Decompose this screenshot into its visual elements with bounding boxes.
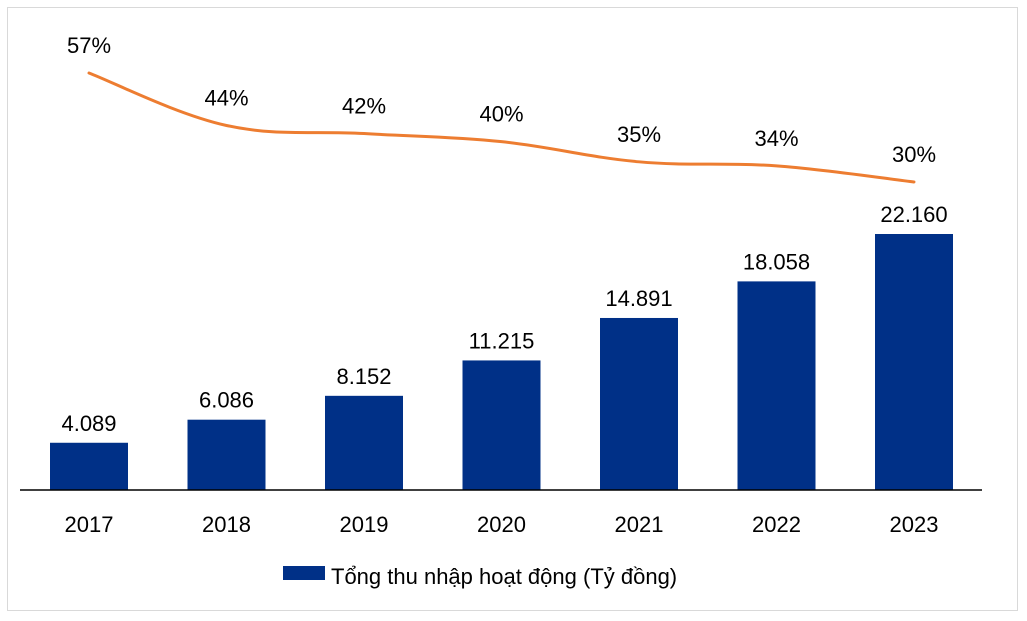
ratio-line-series xyxy=(87,71,916,184)
bar-value-label-2023: 22.160 xyxy=(880,202,947,227)
legend-swatch-bar xyxy=(283,566,325,580)
line-value-label-2021: 35% xyxy=(617,122,661,147)
bar-value-label-2021: 14.891 xyxy=(605,286,672,311)
bar-series xyxy=(50,234,953,490)
bar-2023 xyxy=(875,234,953,490)
line-value-label-2020: 40% xyxy=(479,102,523,127)
line-value-label-2019: 42% xyxy=(342,94,386,119)
x-tick-label-2021: 2021 xyxy=(615,512,664,537)
x-tick-label-2022: 2022 xyxy=(752,512,801,537)
x-tick-label-2023: 2023 xyxy=(890,512,939,537)
bar-value-label-2022: 18.058 xyxy=(743,249,810,274)
bar-2020 xyxy=(462,360,541,490)
line-value-label-2022: 34% xyxy=(754,126,798,151)
line-value-label-2017: 57% xyxy=(67,33,111,58)
bar-value-label-2017: 4.089 xyxy=(61,411,116,436)
x-tick-labels: 2017 2018 2019 2020 2021 2022 2023 xyxy=(65,512,939,537)
bar-2019 xyxy=(325,395,403,490)
legend: Tổng thu nhập hoạt động (Tỷ đồng) xyxy=(283,564,677,589)
legend-label: Tổng thu nhập hoạt động (Tỷ đồng) xyxy=(331,564,677,589)
bar-value-label-2019: 8.152 xyxy=(336,364,391,389)
line-value-label-2023: 30% xyxy=(892,142,936,167)
line-value-label-2018: 44% xyxy=(204,85,248,110)
x-tick-label-2019: 2019 xyxy=(340,512,389,537)
x-tick-label-2020: 2020 xyxy=(477,512,526,537)
bar-2022 xyxy=(737,281,816,490)
x-tick-label-2017: 2017 xyxy=(65,512,114,537)
x-tick-label-2018: 2018 xyxy=(202,512,251,537)
bar-2018 xyxy=(187,419,266,490)
line-data-labels: 57% 44% 42% 40% 35% 34% 30% xyxy=(67,33,936,167)
chart-frame xyxy=(7,7,1018,611)
bar-value-label-2018: 6.086 xyxy=(199,388,254,413)
bar-2021 xyxy=(600,317,678,490)
bar-2017 xyxy=(50,442,128,490)
bar-value-label-2020: 11.215 xyxy=(469,328,535,353)
bar-data-labels: 4.089 6.086 8.152 11.215 14.891 18.058 22.160 xyxy=(61,202,947,436)
